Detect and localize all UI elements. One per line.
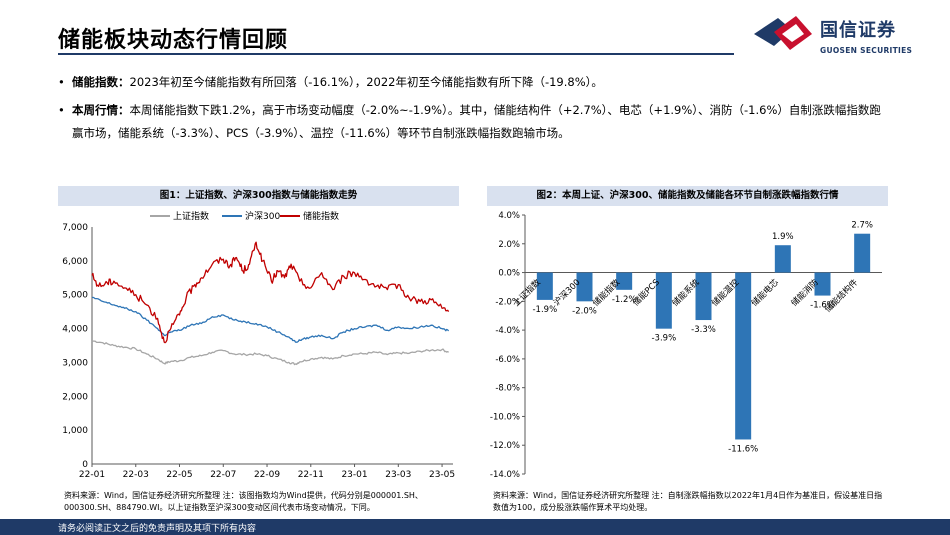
series-line-3	[91, 241, 450, 344]
x-tick-label: 22-11	[298, 470, 324, 480]
x-tick-label: 22-01	[79, 470, 105, 480]
bullet-label: 储能指数：	[72, 75, 130, 89]
bar-2	[576, 272, 593, 302]
data-label-1: -1.9%	[532, 305, 557, 315]
line-chart: 0 1,000 2,000 3,000 4,000 5,000 6,000 7,000 22-0…	[62, 210, 455, 480]
y-tick-label: 7,000	[62, 223, 88, 233]
bullet-text: 本周储能指数下跌1.2%，高于市场变动幅度（-2.0%~-1.9%）。其中，储能…	[72, 103, 881, 140]
y-tick-label: 6,000	[62, 257, 88, 267]
legend-label-1: 上证指数	[173, 210, 209, 222]
y-tick-label: 1,000	[62, 426, 88, 436]
y-tick-label: 0.0%	[498, 269, 520, 279]
legend-label-3: 储能指数	[303, 210, 339, 222]
x-tick-label: 23-01	[341, 470, 367, 480]
y-tick-label: -10.0%	[490, 412, 520, 422]
y-tick-label: -12.0%	[490, 441, 520, 451]
y-tick-label: 2,000	[62, 392, 88, 402]
bar-5	[695, 272, 712, 321]
data-label-6: -11.6%	[728, 444, 758, 454]
chart1-source-note: 资料来源：Wind，国信证券经济研究所整理 注：该图指数均为Wind提供，代码分…	[64, 491, 423, 512]
x-tick-label: 23-03	[385, 470, 411, 480]
x-tick-label: 22-03	[123, 470, 149, 480]
company-logo: 国信证券 GUOSEN SECURITIES	[752, 12, 912, 60]
data-label-3: -1.2%	[612, 295, 637, 305]
y-tick-label: 3,000	[62, 358, 88, 368]
bar-9	[854, 233, 871, 273]
y-tick-label: 0	[82, 460, 88, 470]
data-label-5: -3.3%	[691, 325, 716, 335]
y-tick-label: 4,000	[62, 325, 88, 335]
bar-3	[616, 272, 633, 290]
bar-7	[774, 245, 791, 273]
data-label-2: -2.0%	[572, 306, 597, 316]
chart1-title: 图1：上证指数、沪深300指数与储能指数走势	[58, 186, 459, 206]
bullet-weekly-review: • 本周行情：本周储能指数下跌1.2%，高于市场变动幅度（-2.0%~-1.9%…	[58, 99, 888, 145]
bar-chart: 4.0% 2.0% 0.0% -2.0% -4.0% -6.0% -8.0% -10.0% -1…	[490, 211, 882, 480]
y-tick-label: -8.0%	[495, 384, 520, 394]
series-line-2	[91, 296, 450, 343]
bullet-index-summary: • 储能指数：2023年初至今储能指数有所回落（-16.1%），2022年初至今…	[58, 71, 888, 94]
y-tick-label: -4.0%	[495, 326, 520, 336]
page-title: 储能板块动态行情回顾	[58, 28, 289, 53]
series-line-1	[91, 340, 449, 366]
title-divider	[58, 53, 734, 55]
chart2-source-note: 资料来源：Wind，国信证券经济研究所整理 注：自制涨跌幅指数以2022年1月4…	[493, 491, 883, 512]
y-tick-label: 4.0%	[498, 211, 520, 221]
logo-name-en: GUOSEN SECURITIES	[820, 46, 913, 55]
data-label-9: 2.7%	[851, 221, 873, 231]
category-label-7: 储能电芯	[749, 277, 781, 309]
footer-bar: 请务必阅读正文之后的免责声明及其项下所有内容	[0, 519, 950, 535]
logo-name-cn: 国信证券	[820, 20, 896, 41]
guosen-logo-icon	[754, 16, 812, 50]
y-tick-label: -2.0%	[495, 297, 520, 307]
chart2-title: 图2：本周上证、沪深300、储能指数及储能各环节自制涨跌幅指数行情	[487, 186, 888, 206]
footer-disclaimer: 请务必阅读正文之后的免责声明及其项下所有内容	[58, 524, 257, 534]
x-tick-label: 22-09	[254, 470, 280, 480]
x-tick-label: 22-05	[166, 470, 192, 480]
y-tick-label: -14.0%	[490, 470, 520, 480]
x-tick-label: 22-07	[210, 470, 236, 480]
data-label-4: -3.9%	[651, 334, 676, 344]
bullet-dot-icon: •	[58, 103, 65, 117]
bullet-dot-icon: •	[58, 75, 65, 89]
bar-6	[735, 272, 752, 440]
y-tick-label: -6.0%	[495, 355, 520, 365]
y-tick-label: 2.0%	[498, 240, 520, 250]
bullet-label: 本周行情：	[72, 103, 130, 117]
bar-1	[536, 272, 553, 300]
bullet-text: 2023年初至今储能指数有所回落（-16.1%），2022年初至今储能指数有所下…	[129, 75, 603, 89]
bar-8	[814, 272, 831, 296]
data-label-7: 1.9%	[772, 232, 794, 242]
data-label-8: -1.6%	[810, 301, 835, 311]
y-tick-label: 5,000	[62, 291, 88, 301]
legend-label-2: 沪深300	[245, 210, 280, 222]
x-tick-label: 23-05	[429, 470, 455, 480]
bar-4	[655, 272, 672, 329]
